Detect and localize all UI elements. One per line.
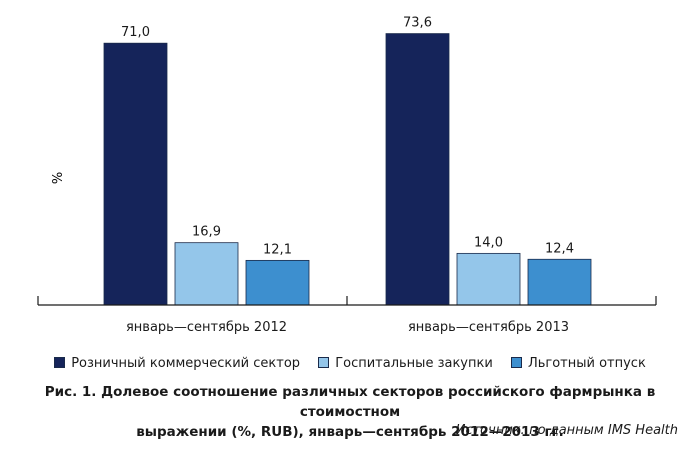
value-label-benefit-1: 12,1	[263, 242, 292, 257]
legend-item-hospital: Госпитальные закупки	[318, 356, 493, 371]
figure-caption: Рис. 1. Долевое соотношение различных се…	[0, 382, 700, 442]
value-label-benefit-2: 12,4	[545, 241, 574, 256]
bar-benefit-1	[245, 259, 310, 306]
legend: Розничный коммерческий сектор Госпитальн…	[0, 356, 700, 371]
legend-item-retail: Розничный коммерческий сектор	[54, 356, 300, 371]
caption-line-2: выражении (%, RUB), январь—сентябрь 2012…	[136, 424, 564, 440]
bar-chart: % 71,0 16,9 12,1 73,6 14,0 12,4 январь—сентяб…	[37, 16, 657, 335]
value-label-hospital-2: 14,0	[474, 235, 503, 250]
value-label-retail-1: 71,0	[121, 25, 150, 40]
bars-group	[103, 33, 592, 306]
bar-hospital-2	[456, 252, 521, 306]
legend-swatch-retail	[54, 357, 66, 368]
category-label-2: январь—сентябрь 2013	[408, 320, 569, 335]
bar-retail-2	[385, 33, 450, 306]
bar-retail-1	[103, 42, 168, 306]
legend-label-benefit: Льготный отпуск	[527, 356, 646, 371]
source-note: Источник: по данным IMS Health	[455, 423, 678, 438]
x-axis	[37, 296, 657, 306]
value-labels-group: 71,0 16,9 12,1 73,6 14,0 12,4	[121, 16, 574, 258]
value-label-retail-2: 73,6	[403, 16, 432, 31]
legend-label-hospital: Госпитальные закупки	[335, 356, 493, 371]
value-label-hospital-1: 16,9	[192, 225, 221, 240]
category-labels-group: январь—сентябрь 2012 январь—сентябрь 2013	[126, 320, 569, 335]
category-label-1: январь—сентябрь 2012	[126, 320, 287, 335]
legend-item-benefit: Льготный отпуск	[510, 356, 646, 371]
bar-hospital-1	[174, 242, 239, 306]
bar-benefit-2	[527, 258, 592, 306]
legend-swatch-hospital	[318, 357, 330, 368]
caption-line-1: Рис. 1. Долевое соотношение различных се…	[44, 384, 656, 420]
y-axis-label: %	[51, 172, 66, 184]
legend-label-retail: Розничный коммерческий сектор	[71, 356, 301, 371]
legend-swatch-benefit	[510, 357, 522, 368]
